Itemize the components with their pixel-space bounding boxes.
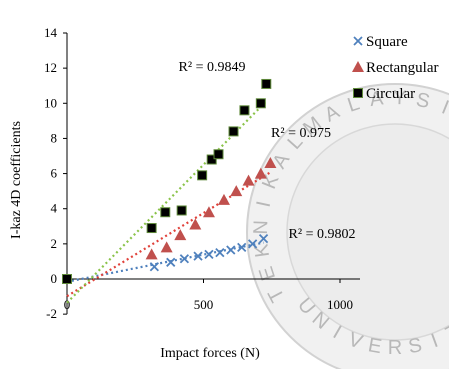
y-tick-label: 12 — [44, 60, 57, 75]
r-squared-label-circular: R² = 0.9849 — [179, 60, 246, 75]
data-point-triangle — [145, 248, 158, 260]
seal-letter: E — [255, 264, 280, 283]
seal-letter: K — [250, 242, 274, 259]
seal-letter: A — [368, 87, 385, 111]
r-squared-label-square: R² = 0.9802 — [289, 227, 356, 242]
x-tick-label: 1000 — [327, 297, 353, 312]
data-point-triangle — [242, 174, 255, 186]
seal-letter: R — [388, 337, 402, 359]
trendline-rectangular — [66, 171, 271, 298]
trendline-square — [66, 241, 264, 283]
axes: -2 0 2 4 6 8 10 12 14 0 500 1000 — [44, 25, 360, 321]
legend-item-square: Square — [353, 34, 408, 50]
data-point-x — [226, 245, 236, 255]
data-point-x — [248, 239, 258, 249]
y-tick-label: 10 — [44, 95, 57, 110]
data-point-x — [258, 233, 269, 244]
data-point-square — [206, 154, 217, 165]
seal-letter: S — [414, 89, 432, 113]
legend-item-circular: Circular — [353, 86, 415, 102]
y-tick-label: 14 — [44, 25, 58, 40]
seal-letter: N — [250, 220, 272, 235]
x-tick-label: 0 — [64, 297, 71, 312]
r-squared-labels: R² = 0.9802 R² = 0.975 R² = 0.9849 — [179, 60, 356, 242]
legend-label: Circular — [366, 86, 415, 102]
data-point-x — [215, 248, 225, 258]
seal-letter: I — [438, 97, 449, 119]
data-point-x — [353, 36, 363, 46]
data-point-square — [239, 105, 250, 116]
y-tick-label: 8 — [51, 130, 58, 145]
y-tick-label: 4 — [51, 201, 58, 216]
legend-item-rectangular: Rectangular — [352, 60, 438, 76]
data-point-triangle — [174, 229, 187, 241]
data-points — [62, 78, 277, 284]
x-axis-title: Impact forces (N) — [160, 346, 260, 361]
data-point-triangle — [202, 206, 215, 218]
data-point-x — [149, 262, 159, 272]
seal-letter: T — [442, 320, 449, 345]
data-point-square — [213, 149, 224, 160]
data-point-square — [146, 223, 157, 234]
data-point-square — [197, 170, 208, 181]
seal-inner-ring — [286, 123, 449, 341]
data-point-triangle — [254, 167, 267, 179]
legend-label: Rectangular — [366, 60, 438, 76]
data-point-square — [160, 207, 171, 218]
data-point-triangle — [217, 193, 230, 205]
y-tick-label: 0 — [51, 271, 58, 286]
y-tick-label: -2 — [46, 306, 57, 321]
data-point-origin — [62, 274, 72, 284]
data-point-triangle — [230, 185, 243, 197]
data-point-square — [353, 88, 363, 98]
legend-label: Square — [366, 34, 408, 50]
seal-letter: I — [253, 199, 276, 209]
data-point-x — [204, 249, 214, 260]
data-point-square — [261, 78, 272, 89]
data-point-square — [176, 205, 187, 216]
data-point-square — [255, 98, 266, 109]
data-point-triangle — [352, 61, 364, 72]
legend: Square Rectangular Circular — [352, 34, 438, 102]
data-point-x — [166, 257, 176, 267]
data-point-triangle — [264, 157, 277, 169]
y-tick-label: 6 — [51, 166, 58, 181]
seal-letter: S — [407, 334, 424, 358]
trendlines — [66, 100, 271, 304]
seal-letter: E — [366, 334, 383, 358]
x-tick-label: 500 — [194, 297, 214, 312]
seal-letter: Y — [393, 87, 407, 109]
data-point-x — [179, 254, 190, 264]
data-point-square — [228, 126, 239, 137]
data-point-x — [237, 242, 247, 253]
data-point-triangle — [160, 241, 173, 253]
data-point-triangle — [189, 218, 202, 230]
r-squared-label-rectangular: R² = 0.975 — [271, 126, 331, 141]
y-axis-title: I-kaz 4D coefficients — [9, 121, 24, 239]
data-point-x — [193, 251, 203, 261]
y-tick-label: 2 — [51, 236, 58, 251]
